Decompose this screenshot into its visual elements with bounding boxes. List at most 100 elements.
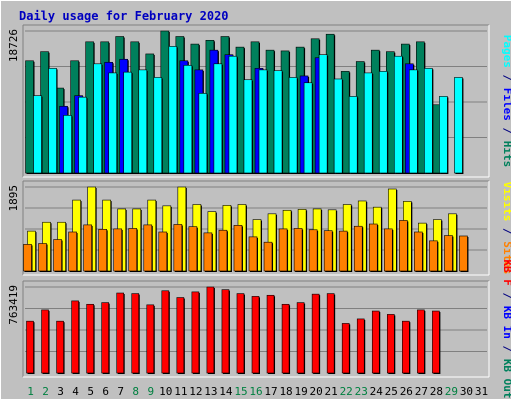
bar-kbytes-kb-f-day-25 bbox=[386, 314, 395, 374]
x-tick-label-day-16: 16 bbox=[249, 385, 262, 398]
legend-kbytes-item-3: / bbox=[501, 339, 511, 359]
bar-kbytes-kb-f-day-26 bbox=[402, 320, 410, 374]
bar-kbytes-kb-f-day-5 bbox=[86, 303, 94, 374]
legend-visits-item-0: Visits bbox=[501, 182, 511, 222]
bar-visits-sites-day-16 bbox=[248, 236, 258, 272]
x-tick-label-day-12: 12 bbox=[189, 385, 202, 398]
bar-visits-sites-day-17 bbox=[263, 241, 273, 272]
legend-requests-item-1: / bbox=[501, 68, 511, 88]
bar-visits-sites-day-2 bbox=[38, 243, 47, 272]
bar-kbytes-kb-f-day-6 bbox=[101, 302, 109, 374]
bar-requests-pages-day-5 bbox=[93, 63, 102, 174]
bar-kbytes-kb-f-day-21 bbox=[326, 293, 335, 374]
bar-kbytes-kb-f-day-19 bbox=[296, 302, 305, 374]
bar-visits-sites-day-14 bbox=[218, 229, 228, 272]
panel-visits-legend: Visits / Sites bbox=[501, 182, 511, 275]
x-tick-label-day-19: 19 bbox=[294, 385, 307, 398]
legend-kbytes-item-2: KB In bbox=[501, 306, 511, 339]
bar-visits-sites-day-25 bbox=[383, 228, 393, 272]
bar-kbytes-kb-f-day-7 bbox=[116, 292, 125, 374]
x-tick-label-day-6: 6 bbox=[102, 385, 109, 398]
bar-requests-pages-day-10 bbox=[168, 46, 178, 174]
x-tick-label-day-4: 4 bbox=[72, 385, 79, 398]
bar-requests-pages-day-18 bbox=[288, 77, 298, 174]
bar-visits-sites-day-21 bbox=[323, 230, 333, 272]
bar-kbytes-kb-f-day-9 bbox=[146, 304, 155, 374]
bar-visits-sites-day-19 bbox=[293, 228, 303, 272]
bar-visits-sites-day-26 bbox=[399, 220, 408, 272]
bar-requests-pages-day-7 bbox=[123, 71, 133, 174]
bar-kbytes-kb-f-day-13 bbox=[206, 286, 215, 374]
bar-requests-pages-day-3 bbox=[63, 115, 72, 174]
bar-visits-sites-day-11 bbox=[173, 224, 183, 272]
bar-visits-sites-day-22 bbox=[338, 230, 348, 272]
x-tick-label-day-14: 14 bbox=[219, 385, 233, 398]
bar-visits-sites-day-10 bbox=[158, 231, 168, 272]
legend-kbytes-item-0: KB F bbox=[501, 259, 511, 286]
bar-visits-sites-day-29 bbox=[444, 235, 453, 272]
bar-visits-sites-day-8 bbox=[128, 228, 138, 272]
panel-visits: 1895 Visits / Sites bbox=[7, 180, 511, 276]
x-tick-label-day-27: 27 bbox=[415, 385, 428, 398]
bar-requests-pages-day-9 bbox=[153, 77, 163, 174]
x-tick-label-day-30: 30 bbox=[460, 385, 473, 398]
x-tick-label-day-1: 1 bbox=[27, 385, 34, 398]
bar-requests-pages-day-27 bbox=[424, 68, 433, 174]
bar-visits-sites-day-13 bbox=[203, 232, 213, 272]
panel-requests-max-label: 18726 bbox=[7, 29, 20, 62]
legend-requests-item-3: / bbox=[501, 121, 511, 141]
panel-visits-max-label: 1895 bbox=[7, 185, 20, 212]
x-tick-label-day-2: 2 bbox=[42, 385, 49, 398]
x-tick-label-day-10: 10 bbox=[159, 385, 172, 398]
bar-visits-sites-day-7 bbox=[113, 228, 123, 272]
bar-kbytes-kb-f-day-10 bbox=[161, 290, 170, 374]
x-tick-label-day-22: 22 bbox=[340, 385, 353, 398]
bar-visits-sites-day-9 bbox=[143, 224, 153, 272]
bar-requests-pages-day-22 bbox=[348, 96, 358, 174]
bar-requests-pages-day-15 bbox=[243, 79, 253, 174]
x-tick-label-day-11: 11 bbox=[174, 385, 187, 398]
x-tick-label-day-7: 7 bbox=[117, 385, 124, 398]
bar-requests-pages-day-19 bbox=[303, 82, 313, 174]
panel-requests: 18726 Pages / Files / Hits bbox=[7, 24, 511, 178]
bar-kbytes-kb-f-day-15 bbox=[236, 293, 245, 374]
bar-visits-sites-day-15 bbox=[233, 225, 243, 272]
bar-requests-pages-day-1 bbox=[33, 95, 42, 174]
bar-visits-sites-day-28 bbox=[429, 240, 438, 272]
bar-visits-sites-day-3 bbox=[53, 239, 62, 272]
bar-visits-sites-day-18 bbox=[278, 228, 288, 272]
x-tick-label-day-26: 26 bbox=[400, 385, 413, 398]
x-tick-label-day-3: 3 bbox=[57, 385, 64, 398]
bar-requests-pages-day-12 bbox=[198, 93, 208, 174]
bar-visits-sites-day-6 bbox=[98, 229, 107, 272]
bar-requests-pages-day-24 bbox=[378, 71, 388, 174]
bar-kbytes-kb-f-day-4 bbox=[71, 300, 79, 374]
bar-requests-pages-day-25 bbox=[393, 55, 403, 174]
bar-kbytes-kb-f-day-22 bbox=[341, 323, 350, 374]
bar-requests-pages-day-8 bbox=[138, 69, 148, 174]
bar-requests-pages-day-26 bbox=[409, 69, 418, 174]
x-tick-label-day-29: 29 bbox=[445, 385, 458, 398]
bar-visits-sites-day-4 bbox=[68, 231, 77, 272]
panel-kbytes-max-label: 763419 bbox=[7, 285, 20, 325]
bar-visits-sites-day-23 bbox=[353, 225, 363, 272]
bar-requests-pages-day-28 bbox=[439, 96, 448, 174]
bar-kbytes-kb-f-day-23 bbox=[356, 318, 365, 374]
x-tick-label-day-9: 9 bbox=[147, 385, 154, 398]
x-tick-label-day-21: 21 bbox=[325, 385, 338, 398]
legend-requests-item-2: Files bbox=[501, 88, 511, 121]
legend-requests-item-0: Pages bbox=[501, 35, 511, 68]
bar-requests-pages-day-6 bbox=[108, 72, 117, 174]
legend-kbytes-item-1: / bbox=[501, 286, 511, 306]
bar-kbytes-kb-f-day-8 bbox=[131, 293, 140, 374]
bar-requests-pages-day-13 bbox=[213, 63, 223, 174]
x-tick-label-day-8: 8 bbox=[132, 385, 139, 398]
bar-requests-pages-day-11 bbox=[183, 65, 193, 174]
x-tick-label-day-5: 5 bbox=[87, 385, 94, 398]
bar-requests-hits-day-1 bbox=[25, 60, 34, 174]
x-tick-label-day-18: 18 bbox=[279, 385, 292, 398]
